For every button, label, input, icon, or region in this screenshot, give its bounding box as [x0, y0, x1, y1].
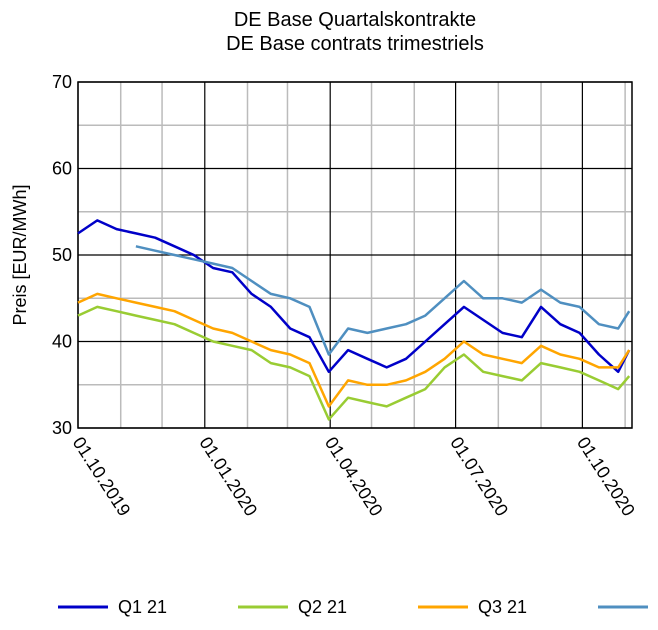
legend-label: Q3 21: [478, 597, 527, 617]
y-tick-label: 60: [52, 159, 72, 179]
x-tick-label: 01.07.2020: [446, 433, 512, 519]
series-line: [77, 292, 631, 408]
series-line: [77, 219, 631, 374]
chart-title: DE Base Quartalskontrakte: [234, 9, 476, 31]
x-tick-label: 01.10.2020: [573, 433, 639, 519]
plot-frame: [77, 81, 633, 429]
legend-label: Q1 21: [118, 597, 167, 617]
x-tick-label: 01.04.2020: [321, 433, 387, 519]
y-tick-label: 40: [52, 332, 72, 352]
y-tick-label: 70: [52, 72, 72, 92]
legend-label: Q2 21: [298, 597, 347, 617]
x-tick-label: 01.10.2019: [69, 433, 135, 519]
chart-subtitle: DE Base contrats trimestriels: [226, 33, 484, 55]
series-line: [77, 305, 631, 421]
y-axis-label: Preis [EUR/MWh]: [10, 184, 30, 325]
series-line: [135, 245, 631, 356]
x-tick-label: 01.01.2020: [195, 433, 261, 519]
y-tick-label: 30: [52, 418, 72, 438]
y-tick-label: 50: [52, 245, 72, 265]
